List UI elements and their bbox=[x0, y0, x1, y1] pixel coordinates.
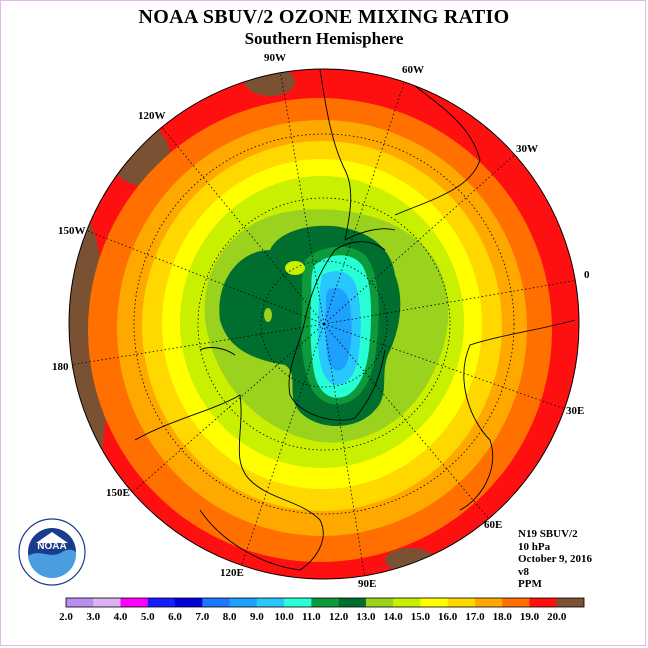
colorbar-label: 16.0 bbox=[438, 611, 458, 623]
colorbar-swatch bbox=[529, 598, 558, 607]
colorbar-label: 9.0 bbox=[250, 611, 264, 623]
colorbar-swatch bbox=[120, 598, 149, 607]
info-version: v8 bbox=[518, 565, 529, 578]
colorbar-swatch bbox=[338, 598, 367, 607]
colorbar-label: 19.0 bbox=[520, 611, 540, 623]
colorbar-swatch bbox=[311, 598, 339, 607]
colorbar-swatch bbox=[202, 598, 230, 607]
colorbar-swatch bbox=[284, 598, 312, 607]
colorbar-label: 11.0 bbox=[302, 611, 321, 623]
colorbar-swatch bbox=[66, 598, 94, 607]
colorbar-swatch bbox=[502, 598, 530, 607]
lon-label-30e: 30E bbox=[566, 405, 584, 417]
lon-label-30w: 30W bbox=[516, 143, 538, 155]
colorbar-swatch bbox=[147, 598, 176, 607]
lon-label-150w: 150W bbox=[58, 225, 86, 237]
noaa-logo: NOAA bbox=[18, 518, 86, 586]
colorbar-label: 5.0 bbox=[141, 611, 155, 623]
colorbar-swatch bbox=[393, 598, 421, 607]
colorbar-swatch bbox=[556, 598, 585, 607]
colorbar-label: 7.0 bbox=[195, 611, 209, 623]
graticule bbox=[69, 69, 579, 579]
lon-label-90e: 90E bbox=[358, 578, 376, 590]
info-units: PPM bbox=[518, 578, 542, 590]
colorbar-swatch bbox=[365, 598, 394, 607]
colorbar-swatch bbox=[175, 598, 203, 607]
colorbar-label: 18.0 bbox=[493, 611, 513, 623]
lon-label-150e: 150E bbox=[106, 487, 130, 499]
colorbar-label: 12.0 bbox=[329, 611, 349, 623]
colorbar-swatch bbox=[447, 598, 476, 607]
colorbar-label: 17.0 bbox=[465, 611, 485, 623]
colorbar-swatch bbox=[420, 598, 448, 607]
colorbar-swatch bbox=[229, 598, 258, 607]
lon-label-60w: 60W bbox=[402, 64, 424, 76]
colorbar-label: 6.0 bbox=[168, 611, 182, 623]
colorbar-label: 15.0 bbox=[411, 611, 431, 623]
colorbar-swatch bbox=[93, 598, 121, 607]
colorbar: 2.0 3.0 4.0 5.0 6.0 7.0 8.0 9.0 10.0 11.0 12.0 13.0… bbox=[59, 597, 585, 623]
svg-text:NOAA: NOAA bbox=[37, 541, 66, 552]
lon-label-90w: 90W bbox=[264, 52, 286, 64]
info-satellite: N19 SBUV/2 bbox=[518, 528, 578, 540]
ozone-contours bbox=[69, 69, 579, 579]
colorbar-label: 20.0 bbox=[547, 611, 567, 623]
colorbar-label: 4.0 bbox=[114, 611, 128, 623]
info-date: October 9, 2016 bbox=[518, 553, 593, 565]
lon-label-120e: 120E bbox=[220, 567, 244, 579]
colorbar-swatch bbox=[256, 598, 285, 607]
colorbar-label: 10.0 bbox=[274, 611, 294, 623]
lon-label-180: 180 bbox=[52, 361, 69, 373]
map-subtitle: Southern Hemisphere bbox=[244, 29, 404, 48]
colorbar-label: 8.0 bbox=[223, 611, 237, 623]
lon-label-60e: 60E bbox=[484, 519, 502, 531]
colorbar-label: 13.0 bbox=[356, 611, 376, 623]
colorbar-border bbox=[65, 597, 585, 608]
map-border bbox=[68, 68, 580, 580]
info-level: 10 hPa bbox=[518, 540, 551, 553]
info-block: N19 SBUV/2 10 hPa October 9, 2016 v8 PPM bbox=[518, 528, 592, 591]
lon-label-0: 0 bbox=[584, 269, 590, 281]
colorbar-label: 2.0 bbox=[59, 611, 73, 623]
map-title: NOAA SBUV/2 OZONE MIXING RATIO bbox=[138, 6, 510, 28]
colorbar-label: 14.0 bbox=[384, 611, 404, 623]
colorbar-label: 3.0 bbox=[86, 611, 100, 623]
colorbar-swatch bbox=[474, 598, 503, 607]
lon-label-120w: 120W bbox=[138, 110, 166, 122]
